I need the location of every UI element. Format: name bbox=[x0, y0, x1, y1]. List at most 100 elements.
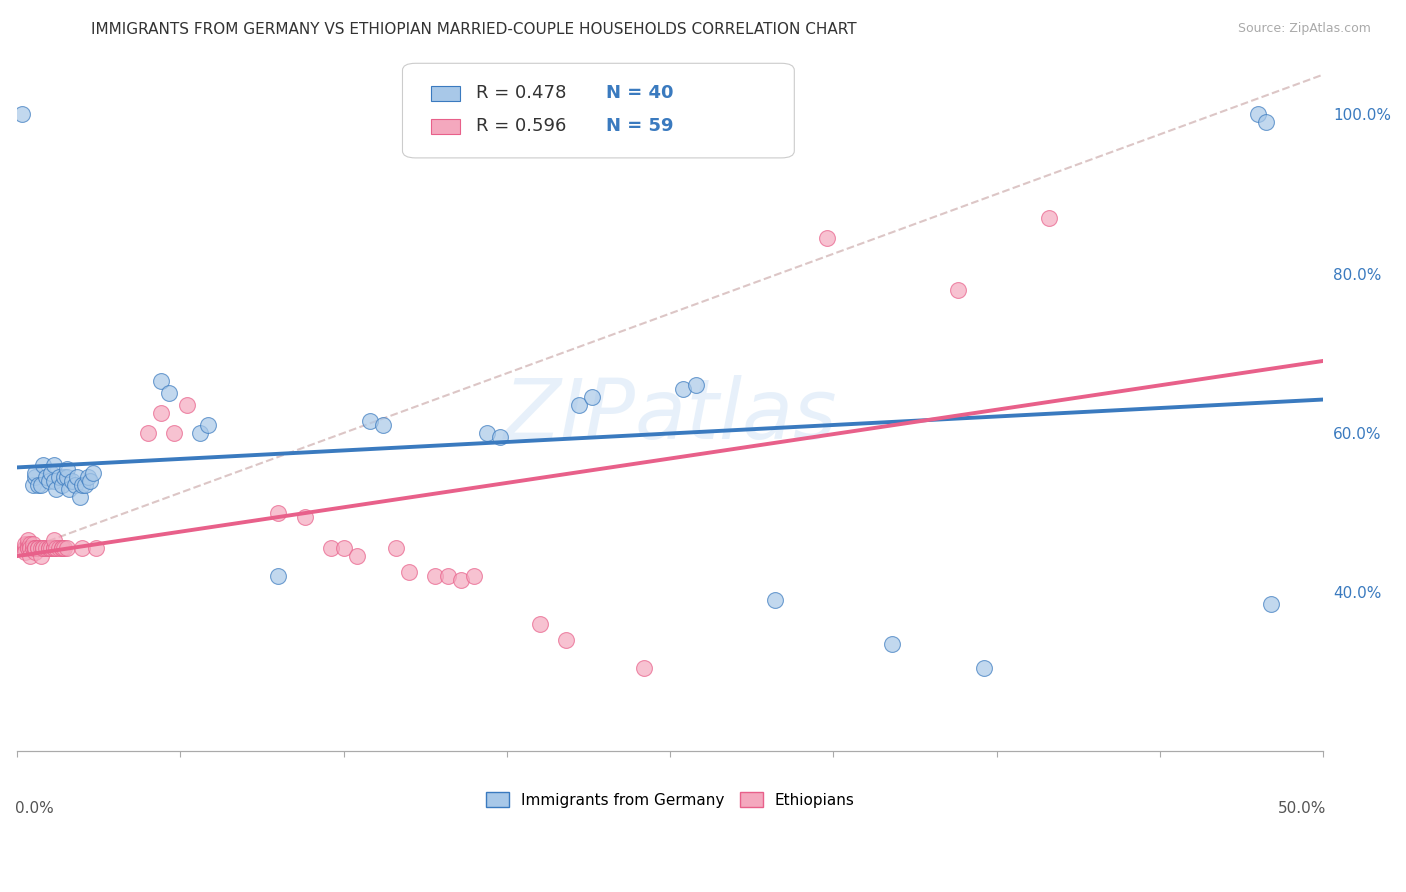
Point bbox=[294, 509, 316, 524]
Point bbox=[267, 506, 290, 520]
Point bbox=[450, 574, 472, 588]
Point bbox=[38, 474, 60, 488]
Point bbox=[554, 632, 576, 647]
Point bbox=[35, 469, 58, 483]
Point bbox=[20, 541, 42, 556]
Point bbox=[24, 541, 46, 556]
Point bbox=[21, 477, 44, 491]
Point bbox=[763, 593, 786, 607]
Point bbox=[24, 541, 46, 556]
Point bbox=[42, 541, 65, 556]
Point bbox=[24, 466, 46, 480]
Point bbox=[477, 425, 499, 440]
Point bbox=[17, 541, 39, 556]
Point bbox=[82, 466, 104, 480]
Point bbox=[163, 425, 186, 440]
Point bbox=[32, 458, 55, 472]
Point bbox=[79, 474, 101, 488]
Point bbox=[72, 477, 94, 491]
Point bbox=[20, 541, 42, 556]
Text: 50.0%: 50.0% bbox=[1278, 800, 1326, 815]
Point bbox=[42, 541, 65, 556]
Point bbox=[72, 541, 94, 556]
Point bbox=[39, 541, 62, 556]
Point bbox=[14, 545, 37, 559]
Point bbox=[56, 469, 79, 483]
Point bbox=[30, 477, 52, 491]
Point bbox=[568, 398, 591, 412]
Legend: Immigrants from Germany, Ethiopians: Immigrants from Germany, Ethiopians bbox=[479, 786, 860, 814]
Point bbox=[76, 469, 98, 483]
Point bbox=[267, 569, 290, 583]
Point bbox=[60, 474, 83, 488]
Text: N = 59: N = 59 bbox=[606, 118, 673, 136]
Point bbox=[58, 482, 80, 496]
Point bbox=[149, 374, 172, 388]
Point bbox=[38, 541, 60, 556]
Point bbox=[24, 545, 46, 559]
Text: IMMIGRANTS FROM GERMANY VS ETHIOPIAN MARRIED-COUPLE HOUSEHOLDS CORRELATION CHART: IMMIGRANTS FROM GERMANY VS ETHIOPIAN MAR… bbox=[91, 22, 858, 37]
Point bbox=[14, 537, 37, 551]
Point bbox=[56, 462, 79, 476]
Point bbox=[633, 661, 655, 675]
Point bbox=[45, 482, 67, 496]
Point bbox=[319, 541, 342, 556]
Text: R = 0.596: R = 0.596 bbox=[475, 118, 567, 136]
Point bbox=[882, 637, 904, 651]
Point bbox=[63, 477, 86, 491]
Point bbox=[30, 549, 52, 564]
Text: ZIPatlas: ZIPatlas bbox=[503, 375, 837, 456]
Point bbox=[21, 537, 44, 551]
Point bbox=[359, 414, 381, 428]
FancyBboxPatch shape bbox=[432, 86, 460, 101]
Point bbox=[48, 541, 70, 556]
Point bbox=[53, 469, 76, 483]
Point bbox=[398, 566, 420, 580]
Point bbox=[42, 474, 65, 488]
Point bbox=[672, 382, 695, 396]
Point bbox=[32, 541, 55, 556]
Text: R = 0.478: R = 0.478 bbox=[475, 85, 567, 103]
Point bbox=[69, 490, 91, 504]
Point bbox=[346, 549, 368, 564]
Point bbox=[53, 541, 76, 556]
Point bbox=[51, 477, 73, 491]
Point bbox=[56, 541, 79, 556]
Point bbox=[385, 541, 408, 556]
Point bbox=[51, 541, 73, 556]
Point bbox=[14, 541, 37, 556]
Point bbox=[946, 283, 969, 297]
Point bbox=[136, 425, 159, 440]
Point bbox=[197, 417, 219, 432]
FancyBboxPatch shape bbox=[402, 63, 794, 158]
Point bbox=[371, 417, 394, 432]
Point bbox=[21, 541, 44, 556]
Point bbox=[27, 541, 49, 556]
Point bbox=[38, 541, 60, 556]
Point bbox=[529, 617, 551, 632]
Point bbox=[24, 541, 46, 556]
Point bbox=[17, 533, 39, 548]
Point bbox=[20, 537, 42, 551]
Point bbox=[489, 430, 512, 444]
Point bbox=[157, 386, 180, 401]
Point bbox=[188, 425, 211, 440]
Point bbox=[11, 107, 34, 121]
Point bbox=[27, 541, 49, 556]
Point bbox=[685, 378, 707, 392]
Point bbox=[17, 537, 39, 551]
Point bbox=[39, 466, 62, 480]
Point bbox=[32, 541, 55, 556]
Point bbox=[1038, 211, 1060, 225]
Point bbox=[437, 569, 460, 583]
Point bbox=[48, 469, 70, 483]
Point bbox=[149, 406, 172, 420]
Point bbox=[17, 541, 39, 556]
Point bbox=[423, 569, 446, 583]
Point bbox=[332, 541, 354, 556]
Point bbox=[1260, 597, 1282, 611]
Text: N = 40: N = 40 bbox=[606, 85, 673, 103]
Point bbox=[815, 231, 838, 245]
Point bbox=[75, 477, 97, 491]
Point bbox=[42, 533, 65, 548]
